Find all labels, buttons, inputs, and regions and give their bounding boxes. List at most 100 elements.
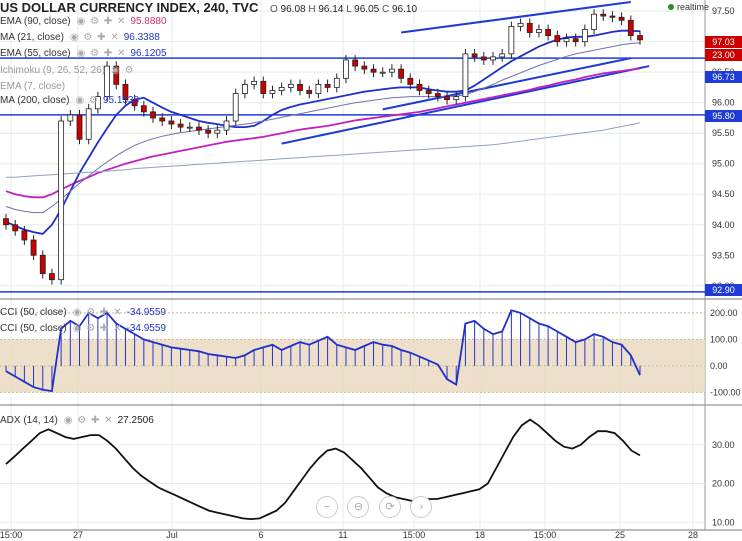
cci-tick-label: -100.00	[710, 387, 741, 397]
candle-body	[232, 93, 239, 122]
x-tick-label: 27	[73, 530, 83, 540]
candle-body	[297, 83, 303, 91]
adx-tick-label: 30.00	[712, 440, 735, 450]
candle-body	[131, 99, 138, 107]
candle-body	[545, 29, 552, 36]
candle-body	[260, 80, 267, 94]
candle-body	[21, 230, 28, 241]
level-tag-96-73: 96.73	[705, 71, 742, 83]
ohlc-low: 96.05	[354, 4, 380, 15]
candle-body	[343, 59, 349, 79]
legend-controls-icon: ◉ ⚙ ✚ ✕	[63, 415, 114, 426]
candle-body	[278, 87, 285, 91]
ohlc-high: 96.14	[318, 4, 344, 15]
candle-body	[609, 15, 616, 18]
last-price-tag: 97.03	[705, 36, 742, 48]
zoom-reset-button[interactable]: ⊖	[347, 496, 370, 518]
candle-body	[94, 96, 101, 110]
candle-body	[196, 126, 202, 131]
y-tick-label: 96.00	[712, 98, 735, 108]
live-dot-icon	[667, 4, 674, 10]
candle-body	[407, 77, 414, 85]
level-tag-95-80: 95.80	[705, 110, 742, 122]
candle-body	[49, 273, 55, 281]
scroll-right-button[interactable]: ›	[410, 496, 433, 518]
legend-controls-icon: ◉ ⚙ ✚ ✕	[72, 323, 123, 334]
candle-body	[361, 65, 368, 70]
candle-body	[526, 22, 533, 33]
candle-body	[416, 83, 423, 91]
candle-body	[370, 68, 377, 73]
symbol-title[interactable]: US DOLLAR CURRENCY INDEX, 240, TVC	[0, 0, 259, 15]
y-tick-label: 95.50	[712, 128, 735, 138]
adx-tick-label: 10.00	[712, 517, 735, 527]
legend-ema7[interactable]: EMA (7, close)	[0, 81, 66, 92]
cci-tick-label: 200.00	[710, 308, 738, 318]
adx-tick-label: 20.00	[712, 479, 735, 489]
candle-body	[287, 83, 294, 88]
candle-body	[425, 90, 432, 94]
x-tick-label: 15:00	[534, 530, 557, 540]
candle-body	[333, 77, 340, 88]
legend-controls-icon: ◉ ⚙ ✚ ✕	[76, 48, 127, 59]
legend-cci-1[interactable]: CCI (50, close) ◉ ⚙ ✚ ✕ -34.9559	[0, 307, 166, 318]
legend-ichimoku[interactable]: Ichimoku (9, 26, 52, 26) ◉ ⚙	[0, 65, 135, 76]
legend-ma21[interactable]: MA (21, close) ◉ ⚙ ✚ ✕ 96.3388	[0, 32, 160, 43]
candle-body	[186, 126, 193, 129]
candle-body	[39, 254, 46, 274]
candle-body	[85, 108, 92, 140]
candle-body	[159, 117, 166, 122]
countdown-tag: 23.00	[705, 49, 742, 61]
candle-body	[581, 29, 588, 43]
candle-body	[490, 56, 496, 61]
candle-body	[223, 120, 230, 131]
candle-body	[554, 35, 561, 43]
candle-body	[434, 93, 441, 97]
candle-body	[67, 114, 74, 122]
candle-body	[637, 35, 643, 41]
candle-body	[324, 83, 331, 88]
refresh-button[interactable]: ⟳	[378, 496, 401, 518]
candle-body	[122, 83, 129, 101]
legend-adx[interactable]: ADX (14, 14) ◉ ⚙ ✚ ✕ 27.2506	[0, 415, 154, 426]
y-tick-label: 95.00	[712, 159, 735, 169]
legend-ema55[interactable]: EMA (55, close) ◉ ⚙ ✚ ✕ 96.1205	[0, 48, 167, 59]
candle-body	[453, 96, 460, 101]
trend-channel-line	[382, 57, 632, 111]
candle-body	[508, 26, 515, 55]
candle-body	[168, 120, 175, 125]
y-tick-label: 97.50	[712, 6, 735, 16]
candle-body	[618, 16, 625, 21]
candle-body	[241, 83, 248, 94]
candle-body	[214, 129, 221, 134]
candle-body	[76, 114, 83, 140]
x-tick-label: 25	[615, 530, 625, 540]
legend-ema90[interactable]: EMA (90, close) ◉ ⚙ ✚ ✕ 95.8880	[0, 16, 167, 27]
zoom-out-button[interactable]: −	[316, 496, 338, 518]
candle-body	[251, 80, 257, 85]
candle-body	[140, 105, 147, 113]
legend-ma200[interactable]: MA (200, close) ◉ ⚙ 95.1538	[0, 95, 140, 106]
trend-channel-line	[400, 1, 631, 34]
candle-body	[563, 38, 570, 43]
candle-body	[205, 129, 212, 134]
ma200-line	[6, 122, 641, 178]
candle-body	[398, 68, 405, 79]
legend-cci-2[interactable]: CCI (50, close) ◉ ⚙ ✚ ✕ -34.9559	[0, 323, 166, 334]
legend-controls-icon: ◉ ⚙ ✚ ✕	[72, 307, 123, 318]
candle-body	[444, 96, 450, 101]
candle-body	[177, 123, 184, 128]
candle-body	[379, 71, 386, 74]
trend-channel-line	[281, 65, 650, 145]
candle-body	[269, 90, 276, 94]
y-tick-label: 94.00	[712, 220, 735, 230]
legend-controls-icon: ◉ ⚙ ✚ ✕	[69, 32, 120, 43]
candle-body	[480, 56, 487, 61]
y-tick-label: 93.50	[712, 250, 735, 260]
x-tick-label: 18	[475, 530, 485, 540]
candle-body	[471, 53, 478, 58]
x-tick-label: 15:00	[403, 530, 426, 540]
candle-body	[536, 29, 542, 33]
x-tick-label: 15:00	[0, 530, 22, 540]
